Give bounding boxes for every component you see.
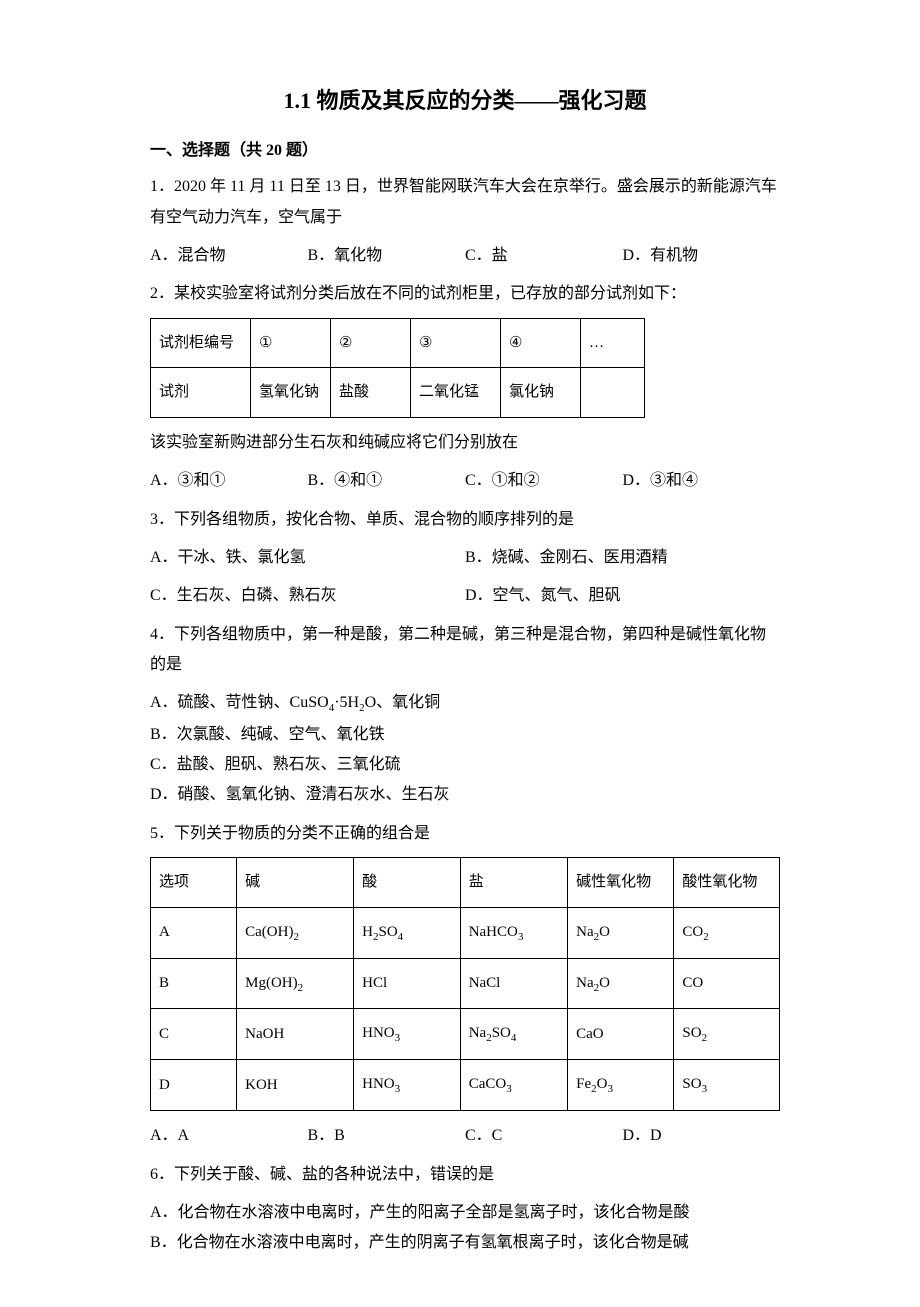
q4-C: C．盐酸、胆矾、熟石灰、三氧化硫 bbox=[150, 750, 780, 780]
table-cell: CO2 bbox=[674, 907, 780, 958]
table-cell: HNO3 bbox=[354, 1009, 461, 1060]
q2-table: 试剂柜编号①②③④… 试剂氢氧化钠盐酸二氧化锰氯化钠 bbox=[150, 318, 645, 418]
table-cell: 选项 bbox=[151, 858, 237, 908]
table-cell: 试剂柜编号 bbox=[151, 318, 251, 368]
q5-D: D．D bbox=[623, 1121, 781, 1151]
table-cell bbox=[581, 368, 645, 418]
table-cell: 碱 bbox=[237, 858, 354, 908]
q2-A: A．③和① bbox=[150, 466, 308, 496]
table-cell: Mg(OH)2 bbox=[237, 958, 354, 1009]
table-cell: 酸性氧化物 bbox=[674, 858, 780, 908]
table-cell: H2SO4 bbox=[354, 907, 461, 958]
q1-options: A．混合物 B．氧化物 C．盐 D．有机物 bbox=[150, 241, 780, 271]
q2-tail: 该实验室新购进部分生石灰和纯碱应将它们分别放在 bbox=[150, 428, 780, 458]
table-cell: 盐酸 bbox=[331, 368, 411, 418]
table-cell: ③ bbox=[411, 318, 501, 368]
table-cell: Na2O bbox=[568, 958, 674, 1009]
q3-D: D．空气、氮气、胆矾 bbox=[465, 581, 780, 611]
table-cell: ① bbox=[251, 318, 331, 368]
q5-C: C．C bbox=[465, 1121, 623, 1151]
table-cell: C bbox=[151, 1009, 237, 1060]
q1-B: B．氧化物 bbox=[308, 241, 466, 271]
q1-C: C．盐 bbox=[465, 241, 623, 271]
q2-D: D．③和④ bbox=[623, 466, 781, 496]
q4-stem: 4．下列各组物质中，第一种是酸，第二种是碱，第三种是混合物，第四种是碱性氧化物的… bbox=[150, 620, 780, 681]
q4-A: A．硫酸、苛性钠、CuSO4·5H2O、氧化铜 bbox=[150, 688, 780, 719]
q5-A: A．A bbox=[150, 1121, 308, 1151]
table-cell: Fe2O3 bbox=[568, 1060, 674, 1111]
q5-stem: 5．下列关于物质的分类不正确的组合是 bbox=[150, 819, 780, 849]
table-cell: ② bbox=[331, 318, 411, 368]
table-cell: 试剂 bbox=[151, 368, 251, 418]
q4-options: A．硫酸、苛性钠、CuSO4·5H2O、氧化铜 B．次氯酸、纯碱、空气、氧化铁 … bbox=[150, 688, 780, 810]
q4-B: B．次氯酸、纯碱、空气、氧化铁 bbox=[150, 720, 780, 750]
q3-C: C．生石灰、白磷、熟石灰 bbox=[150, 581, 465, 611]
table-cell: B bbox=[151, 958, 237, 1009]
q1-D: D．有机物 bbox=[623, 241, 781, 271]
table-cell: A bbox=[151, 907, 237, 958]
table-cell: NaHCO3 bbox=[460, 907, 567, 958]
table-cell: CaCO3 bbox=[460, 1060, 567, 1111]
section-header: 一、选择题（共 20 题） bbox=[150, 136, 780, 166]
q5-table: 选项碱酸盐碱性氧化物酸性氧化物 ACa(OH)2H2SO4NaHCO3Na2OCO… bbox=[150, 857, 780, 1111]
q3-options-2: C．生石灰、白磷、熟石灰 D．空气、氮气、胆矾 bbox=[150, 581, 780, 611]
q3-stem: 3．下列各组物质，按化合物、单质、混合物的顺序排列的是 bbox=[150, 505, 780, 535]
table-cell: D bbox=[151, 1060, 237, 1111]
q6-B: B．化合物在水溶液中电离时，产生的阴离子有氢氧根离子时，该化合物是碱 bbox=[150, 1228, 780, 1258]
q6-options: A．化合物在水溶液中电离时，产生的阳离子全部是氢离子时，该化合物是酸 B．化合物… bbox=[150, 1198, 780, 1259]
table-cell: KOH bbox=[237, 1060, 354, 1111]
table-cell: … bbox=[581, 318, 645, 368]
table-cell: 氢氧化钠 bbox=[251, 368, 331, 418]
q4-D: D．硝酸、氢氧化钠、澄清石灰水、生石灰 bbox=[150, 780, 780, 810]
q6-stem: 6．下列关于酸、碱、盐的各种说法中，错误的是 bbox=[150, 1160, 780, 1190]
table-cell: SO2 bbox=[674, 1009, 780, 1060]
table-cell: ④ bbox=[501, 318, 581, 368]
q3-options-1: A．干冰、铁、氯化氢 B．烧碱、金刚石、医用酒精 bbox=[150, 543, 780, 573]
table-cell: NaOH bbox=[237, 1009, 354, 1060]
q5-B: B．B bbox=[308, 1121, 466, 1151]
table-cell: NaCl bbox=[460, 958, 567, 1009]
table-cell: Na2SO4 bbox=[460, 1009, 567, 1060]
q6-A: A．化合物在水溶液中电离时，产生的阳离子全部是氢离子时，该化合物是酸 bbox=[150, 1198, 780, 1228]
q2-B: B．④和① bbox=[308, 466, 466, 496]
q2-stem: 2．某校实验室将试剂分类后放在不同的试剂柜里，已存放的部分试剂如下： bbox=[150, 279, 780, 309]
table-cell: 碱性氧化物 bbox=[568, 858, 674, 908]
q3-B: B．烧碱、金刚石、医用酒精 bbox=[465, 543, 780, 573]
table-cell: 二氧化锰 bbox=[411, 368, 501, 418]
table-cell: Ca(OH)2 bbox=[237, 907, 354, 958]
table-cell: Na2O bbox=[568, 907, 674, 958]
table-cell: 盐 bbox=[460, 858, 567, 908]
q2-options: A．③和① B．④和① C．①和② D．③和④ bbox=[150, 466, 780, 496]
table-cell: CO bbox=[674, 958, 780, 1009]
page-title: 1.1 物质及其反应的分类——强化习题 bbox=[150, 80, 780, 122]
q5-options: A．A B．B C．C D．D bbox=[150, 1121, 780, 1151]
q1-stem: 1．2020 年 11 月 11 日至 13 日，世界智能网联汽车大会在京举行。… bbox=[150, 172, 780, 233]
table-cell: SO3 bbox=[674, 1060, 780, 1111]
table-cell: CaO bbox=[568, 1009, 674, 1060]
table-cell: 氯化钠 bbox=[501, 368, 581, 418]
q1-A: A．混合物 bbox=[150, 241, 308, 271]
q3-A: A．干冰、铁、氯化氢 bbox=[150, 543, 465, 573]
table-cell: HNO3 bbox=[354, 1060, 461, 1111]
table-cell: HCl bbox=[354, 958, 461, 1009]
q2-C: C．①和② bbox=[465, 466, 623, 496]
table-cell: 酸 bbox=[354, 858, 461, 908]
